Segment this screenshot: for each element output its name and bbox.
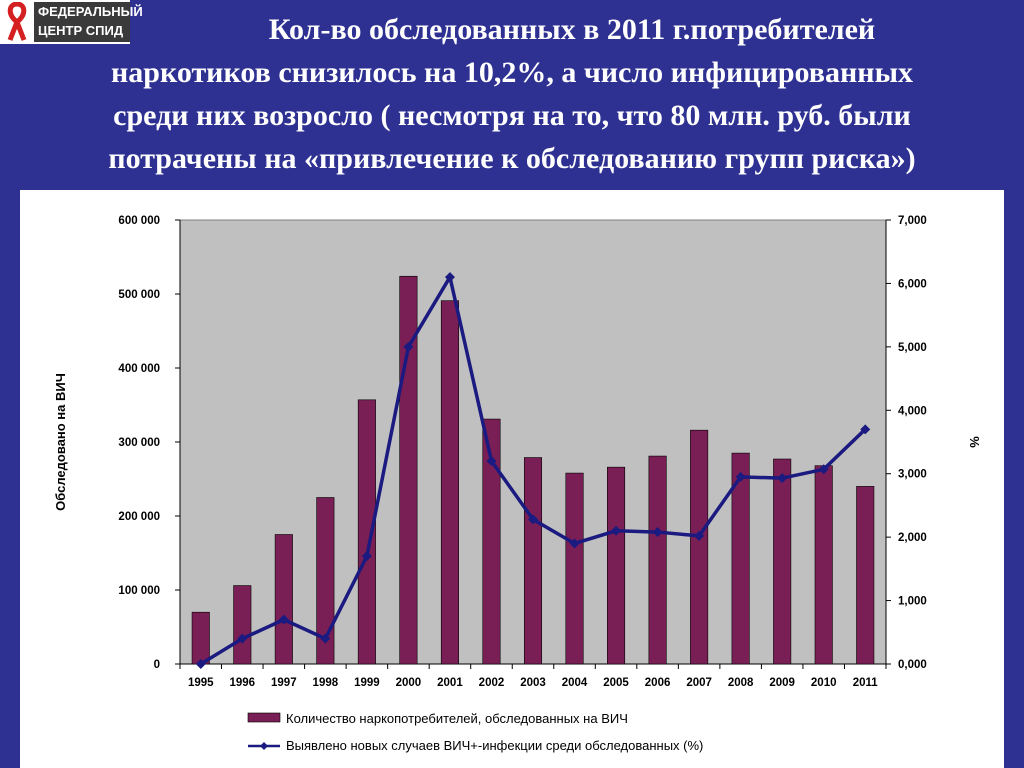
y-axis-title: Обследовано на ВИЧ xyxy=(53,373,68,511)
line-marker xyxy=(611,525,622,536)
right-axis-tick-label: 5,000 xyxy=(898,342,927,354)
bar xyxy=(482,418,501,665)
left-axis-tick-label: 500 000 xyxy=(118,289,160,301)
line-marker xyxy=(361,551,372,562)
line-marker xyxy=(403,341,414,352)
x-axis-tick-label: 2011 xyxy=(853,677,879,689)
x-axis-tick-label: 2010 xyxy=(811,677,837,689)
title-line-3: среди них возросло ( несмотря на то, что… xyxy=(113,99,911,132)
right-axis-tick-label: 7,000 xyxy=(898,215,927,227)
bar xyxy=(357,399,376,665)
right-axis-tick-label: 2,000 xyxy=(898,532,927,544)
line-marker xyxy=(320,633,331,644)
x-axis-tick-label: 2004 xyxy=(562,677,588,689)
legend-bar-swatch xyxy=(247,712,281,723)
right-axis-tick-label: 0,000 xyxy=(898,659,927,671)
right-axis-tick-label: 1,000 xyxy=(898,596,927,608)
logo-line-2: ЦЕНТР СПИД xyxy=(38,23,124,38)
x-axis-tick-label: 2006 xyxy=(645,677,671,689)
combo-chart: 0 100 000 200 000 300 000 400 000 500 000 600 … xyxy=(53,215,982,753)
left-axis-tick-label: 400 000 xyxy=(118,363,160,375)
x-axis-tick-label: 1996 xyxy=(229,677,255,689)
bar xyxy=(690,429,709,665)
logo-line-1: ФЕДЕРАЛЬНЫЙ xyxy=(38,4,143,19)
line-marker xyxy=(694,530,705,541)
legend-line-marker xyxy=(260,742,268,750)
x-axis-tick-label: 2005 xyxy=(603,677,629,689)
left-axis-tick-label: 600 000 xyxy=(118,215,160,227)
x-axis-tick-label: 2003 xyxy=(520,677,546,689)
slide-title: Кол-во обследованных в 2011 г.потребител… xyxy=(0,8,1024,180)
x-axis-tick-label: 1997 xyxy=(271,677,297,689)
bar xyxy=(607,466,626,665)
x-axis-tick-label: 2007 xyxy=(686,677,712,689)
line-marker xyxy=(735,471,746,482)
line-marker xyxy=(278,614,289,625)
line-marker xyxy=(195,659,206,669)
y2-axis-title: % xyxy=(967,436,982,448)
bar xyxy=(191,611,210,665)
x-axis-tick-label: 1995 xyxy=(188,677,214,689)
legend-line-label: Выявлено новых случаев ВИЧ+-инфекции сре… xyxy=(286,738,703,753)
x-axis-tick-label: 1998 xyxy=(313,677,339,689)
bar xyxy=(773,458,792,665)
bar xyxy=(731,452,750,665)
title-line-1: Кол-во обследованных в 2011 г.потребител… xyxy=(268,13,876,46)
right-axis-tick-label: 6,000 xyxy=(898,278,927,290)
bar xyxy=(856,486,875,665)
x-axis-tick-label: 1999 xyxy=(354,677,380,689)
bar xyxy=(648,455,667,665)
title-line-4: потрачены на «привлечение к обследованию… xyxy=(108,142,916,175)
line-marker xyxy=(818,464,829,475)
bar xyxy=(565,472,584,665)
line-marker xyxy=(652,527,663,538)
bar xyxy=(316,497,335,665)
line-marker xyxy=(777,473,788,484)
bar xyxy=(233,585,252,665)
line-marker xyxy=(569,538,580,549)
x-axis-tick-label: 2002 xyxy=(479,677,505,689)
aids-ribbon-icon xyxy=(7,2,27,41)
bar xyxy=(274,534,293,665)
right-axis-tick-label: 3,000 xyxy=(898,469,927,481)
x-axis-tick-label: 2000 xyxy=(396,677,422,689)
legend-bar-label: Количество наркопотребителей, обследован… xyxy=(286,711,628,726)
bar xyxy=(440,300,459,665)
x-axis-tick-label: 2001 xyxy=(437,677,463,689)
title-line-2: наркотиков снизилось на 10,2%, а число и… xyxy=(110,56,914,89)
left-axis-tick-label: 300 000 xyxy=(118,437,160,449)
left-axis-tick-label: 0 xyxy=(154,659,160,671)
left-axis-tick-label: 200 000 xyxy=(118,511,160,523)
x-axis-tick-label: 2009 xyxy=(769,677,795,689)
line-marker xyxy=(486,456,497,467)
line-marker xyxy=(860,424,871,435)
bar xyxy=(814,465,833,665)
line-marker xyxy=(444,272,455,283)
x-axis-tick-label: 2008 xyxy=(728,677,754,689)
bar xyxy=(523,457,543,665)
chart-panel: 0 100 000 200 000 300 000 400 000 500 000 600 … xyxy=(20,190,1004,768)
line-marker xyxy=(237,633,248,644)
logo-text: ФЕДЕРАЛЬНЫЙ ЦЕНТР СПИД xyxy=(34,2,143,42)
logo: ФЕДЕРАЛЬНЫЙ ЦЕНТР СПИД xyxy=(0,0,143,44)
line-marker xyxy=(528,514,538,525)
right-axis-tick-label: 4,000 xyxy=(898,405,927,417)
left-axis-tick-label: 100 000 xyxy=(118,585,160,597)
